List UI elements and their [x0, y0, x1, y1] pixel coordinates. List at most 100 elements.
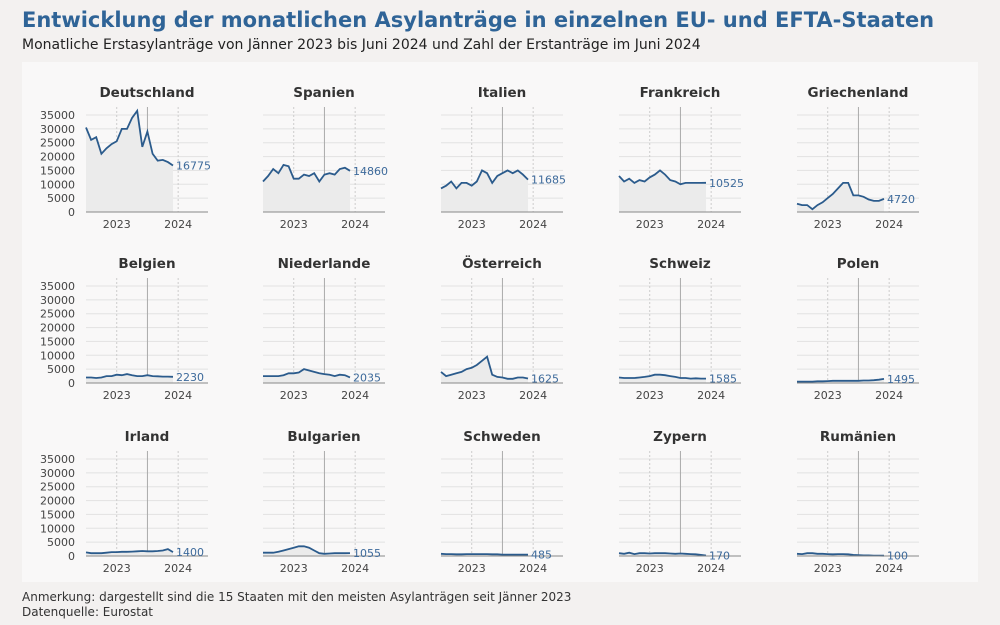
- series-area: [263, 369, 351, 383]
- x-tick-label: 2024: [697, 218, 725, 231]
- last-value-label: 10525: [709, 177, 744, 190]
- y-tick-label: 0: [68, 550, 75, 563]
- y-tick-label: 25000: [40, 481, 75, 494]
- y-tick-label: 5000: [47, 192, 75, 205]
- series-line: [262, 163, 351, 184]
- series-line: [263, 368, 351, 379]
- last-value-label: 170: [709, 550, 730, 563]
- last-value-label: 2035: [353, 371, 381, 384]
- chart-subtitle: Monatliche Erstasylanträge von Jänner 20…: [22, 37, 701, 53]
- x-tick-label: 2024: [164, 389, 192, 402]
- series-line: [618, 169, 707, 186]
- x-tick-label: 2023: [280, 218, 308, 231]
- last-value-label: 485: [531, 549, 552, 562]
- x-tick-label: 2023: [636, 218, 664, 231]
- panel-schweiz: 2023 2024 1585 Schweiz: [618, 256, 741, 402]
- chart-title: Entwicklung der monatlichen Asylanträge …: [22, 8, 935, 32]
- panel-spanien: 2023 2024 14860 Spanien: [262, 85, 388, 231]
- y-tick-label: 35000: [40, 280, 75, 293]
- x-tick-label: 2024: [875, 218, 903, 231]
- panel-title: Schweiz: [649, 256, 711, 272]
- x-tick-label: 2024: [697, 562, 725, 575]
- last-value-label: 1625: [531, 372, 559, 385]
- last-value-label: 1495: [887, 373, 915, 386]
- x-tick-label: 2024: [875, 562, 903, 575]
- series-line: [618, 551, 707, 557]
- y-tick-label: 10000: [40, 178, 75, 191]
- panel-title: Griechenland: [808, 85, 909, 101]
- panel-title: Spanien: [293, 85, 355, 101]
- y-tick-label: 10000: [40, 349, 75, 362]
- series-line: [618, 373, 706, 380]
- note-text: Anmerkung: dargestellt sind die 15 Staat…: [22, 590, 572, 604]
- source-text: Datenquelle: Eurostat: [22, 605, 154, 619]
- panel-title: Irland: [125, 429, 170, 445]
- panel-title: Deutschland: [99, 85, 194, 101]
- series-area: [619, 374, 707, 383]
- series-area: [619, 170, 707, 212]
- series-line: [796, 552, 885, 557]
- x-tick-label: 2023: [814, 218, 842, 231]
- series-line: [796, 182, 885, 211]
- panel-frankreich: 2023 2024 10525 Frankreich: [618, 85, 744, 231]
- x-tick-label: 2023: [458, 389, 486, 402]
- series-area: [86, 110, 174, 212]
- series-line: [86, 373, 174, 379]
- y-tick-label: 35000: [40, 109, 75, 122]
- y-tick-label: 25000: [40, 137, 75, 150]
- chart-panel: 0 5000 10000 15000 20000 25000 30000 35000 2023 2…: [22, 62, 978, 582]
- last-value-label: 14860: [353, 165, 388, 178]
- x-tick-label: 2024: [164, 218, 192, 231]
- series-line: [797, 378, 885, 383]
- y-tick-label: 30000: [40, 123, 75, 136]
- y-tick-label: 5000: [47, 363, 75, 376]
- panel-niederlande: 2023 2024 2035 Niederlande: [263, 256, 385, 402]
- y-tick-label: 10000: [40, 522, 75, 535]
- panel-title: Rumänien: [820, 429, 896, 445]
- y-tick-label: 20000: [40, 151, 75, 164]
- panel-title: Zypern: [653, 429, 707, 445]
- series-line: [440, 552, 529, 556]
- x-tick-label: 2023: [458, 218, 486, 231]
- last-value-label: 2230: [176, 371, 204, 384]
- series-area: [263, 546, 351, 556]
- panel-bulgarien: 2023 2024 1055 Bulgarien: [263, 429, 385, 575]
- series-area: [441, 356, 529, 383]
- series-line: [85, 548, 174, 555]
- y-tick-label: 25000: [40, 308, 75, 321]
- x-tick-label: 2024: [341, 562, 369, 575]
- x-tick-label: 2024: [697, 389, 725, 402]
- y-tick-label: 15000: [40, 335, 75, 348]
- x-tick-label: 2023: [103, 389, 131, 402]
- last-value-label: 4720: [887, 193, 915, 206]
- y-tick-label: 20000: [40, 495, 75, 508]
- y-tick-label: 15000: [40, 508, 75, 521]
- x-tick-label: 2023: [458, 562, 486, 575]
- y-tick-label: 35000: [40, 453, 75, 466]
- y-tick-label: 0: [68, 206, 75, 219]
- y-tick-label: 30000: [40, 467, 75, 480]
- panel-polen: 2023 2024 1495 Polen: [797, 256, 919, 402]
- x-tick-label: 2023: [280, 389, 308, 402]
- x-tick-label: 2024: [519, 389, 547, 402]
- panel-griechenland: 2023 2024 4720 Griechenland: [796, 85, 919, 231]
- y-tick-label: 5000: [47, 536, 75, 549]
- last-value-label: 100: [887, 550, 908, 563]
- panel-title: Österreich: [462, 254, 542, 272]
- x-tick-label: 2024: [341, 389, 369, 402]
- panel-italien: 2023 2024 11685 Italien: [440, 85, 566, 231]
- y-tick-label: 20000: [40, 322, 75, 335]
- x-tick-label: 2023: [280, 562, 308, 575]
- panel-title: Polen: [837, 256, 880, 272]
- last-value-label: 1585: [709, 373, 737, 386]
- x-tick-label: 2023: [636, 562, 664, 575]
- series-line: [440, 355, 529, 380]
- series-area: [441, 170, 529, 212]
- last-value-label: 11685: [531, 174, 566, 187]
